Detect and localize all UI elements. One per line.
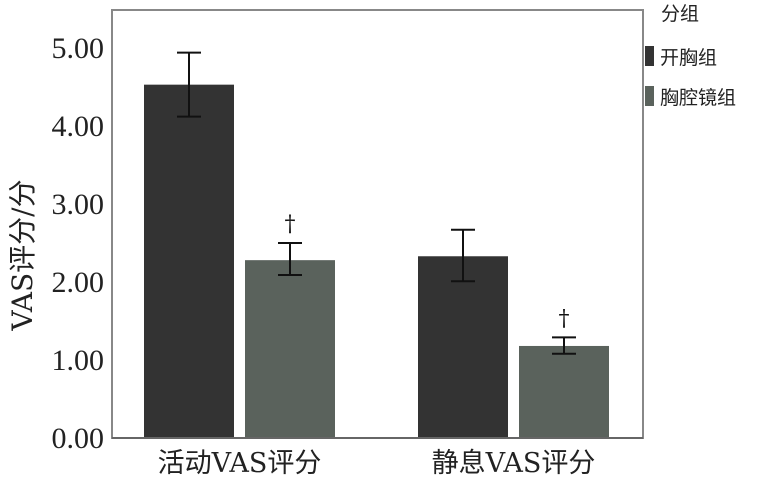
bar [519,345,609,438]
bar [144,84,234,438]
legend-label: 开胸组 [660,47,717,69]
significance-marker: † [285,212,296,237]
y-tick-label: 3.00 [52,188,105,221]
y-tick-label: 5.00 [52,32,105,65]
y-tick-label: 4.00 [52,110,105,143]
error-bar [552,336,576,355]
legend-swatch [645,86,654,106]
error-bar [278,242,302,276]
significance-marker: † [559,306,570,331]
x-tick-label: 静息VAS评分 [432,448,596,479]
legend-swatch [645,46,654,66]
y-axis-label: VAS评分/分 [6,179,39,331]
y-tick-label: 2.00 [52,266,105,299]
legend-label: 胸腔镜组 [660,87,736,109]
y-tick-label: 0.00 [52,422,105,455]
y-tick-label: 1.00 [52,344,105,377]
bar [418,256,508,438]
legend-title: 分组 [661,3,699,25]
bar [245,260,335,438]
error-bar [451,228,475,283]
error-bar [177,51,201,118]
x-tick-label: 活动VAS评分 [158,448,322,479]
